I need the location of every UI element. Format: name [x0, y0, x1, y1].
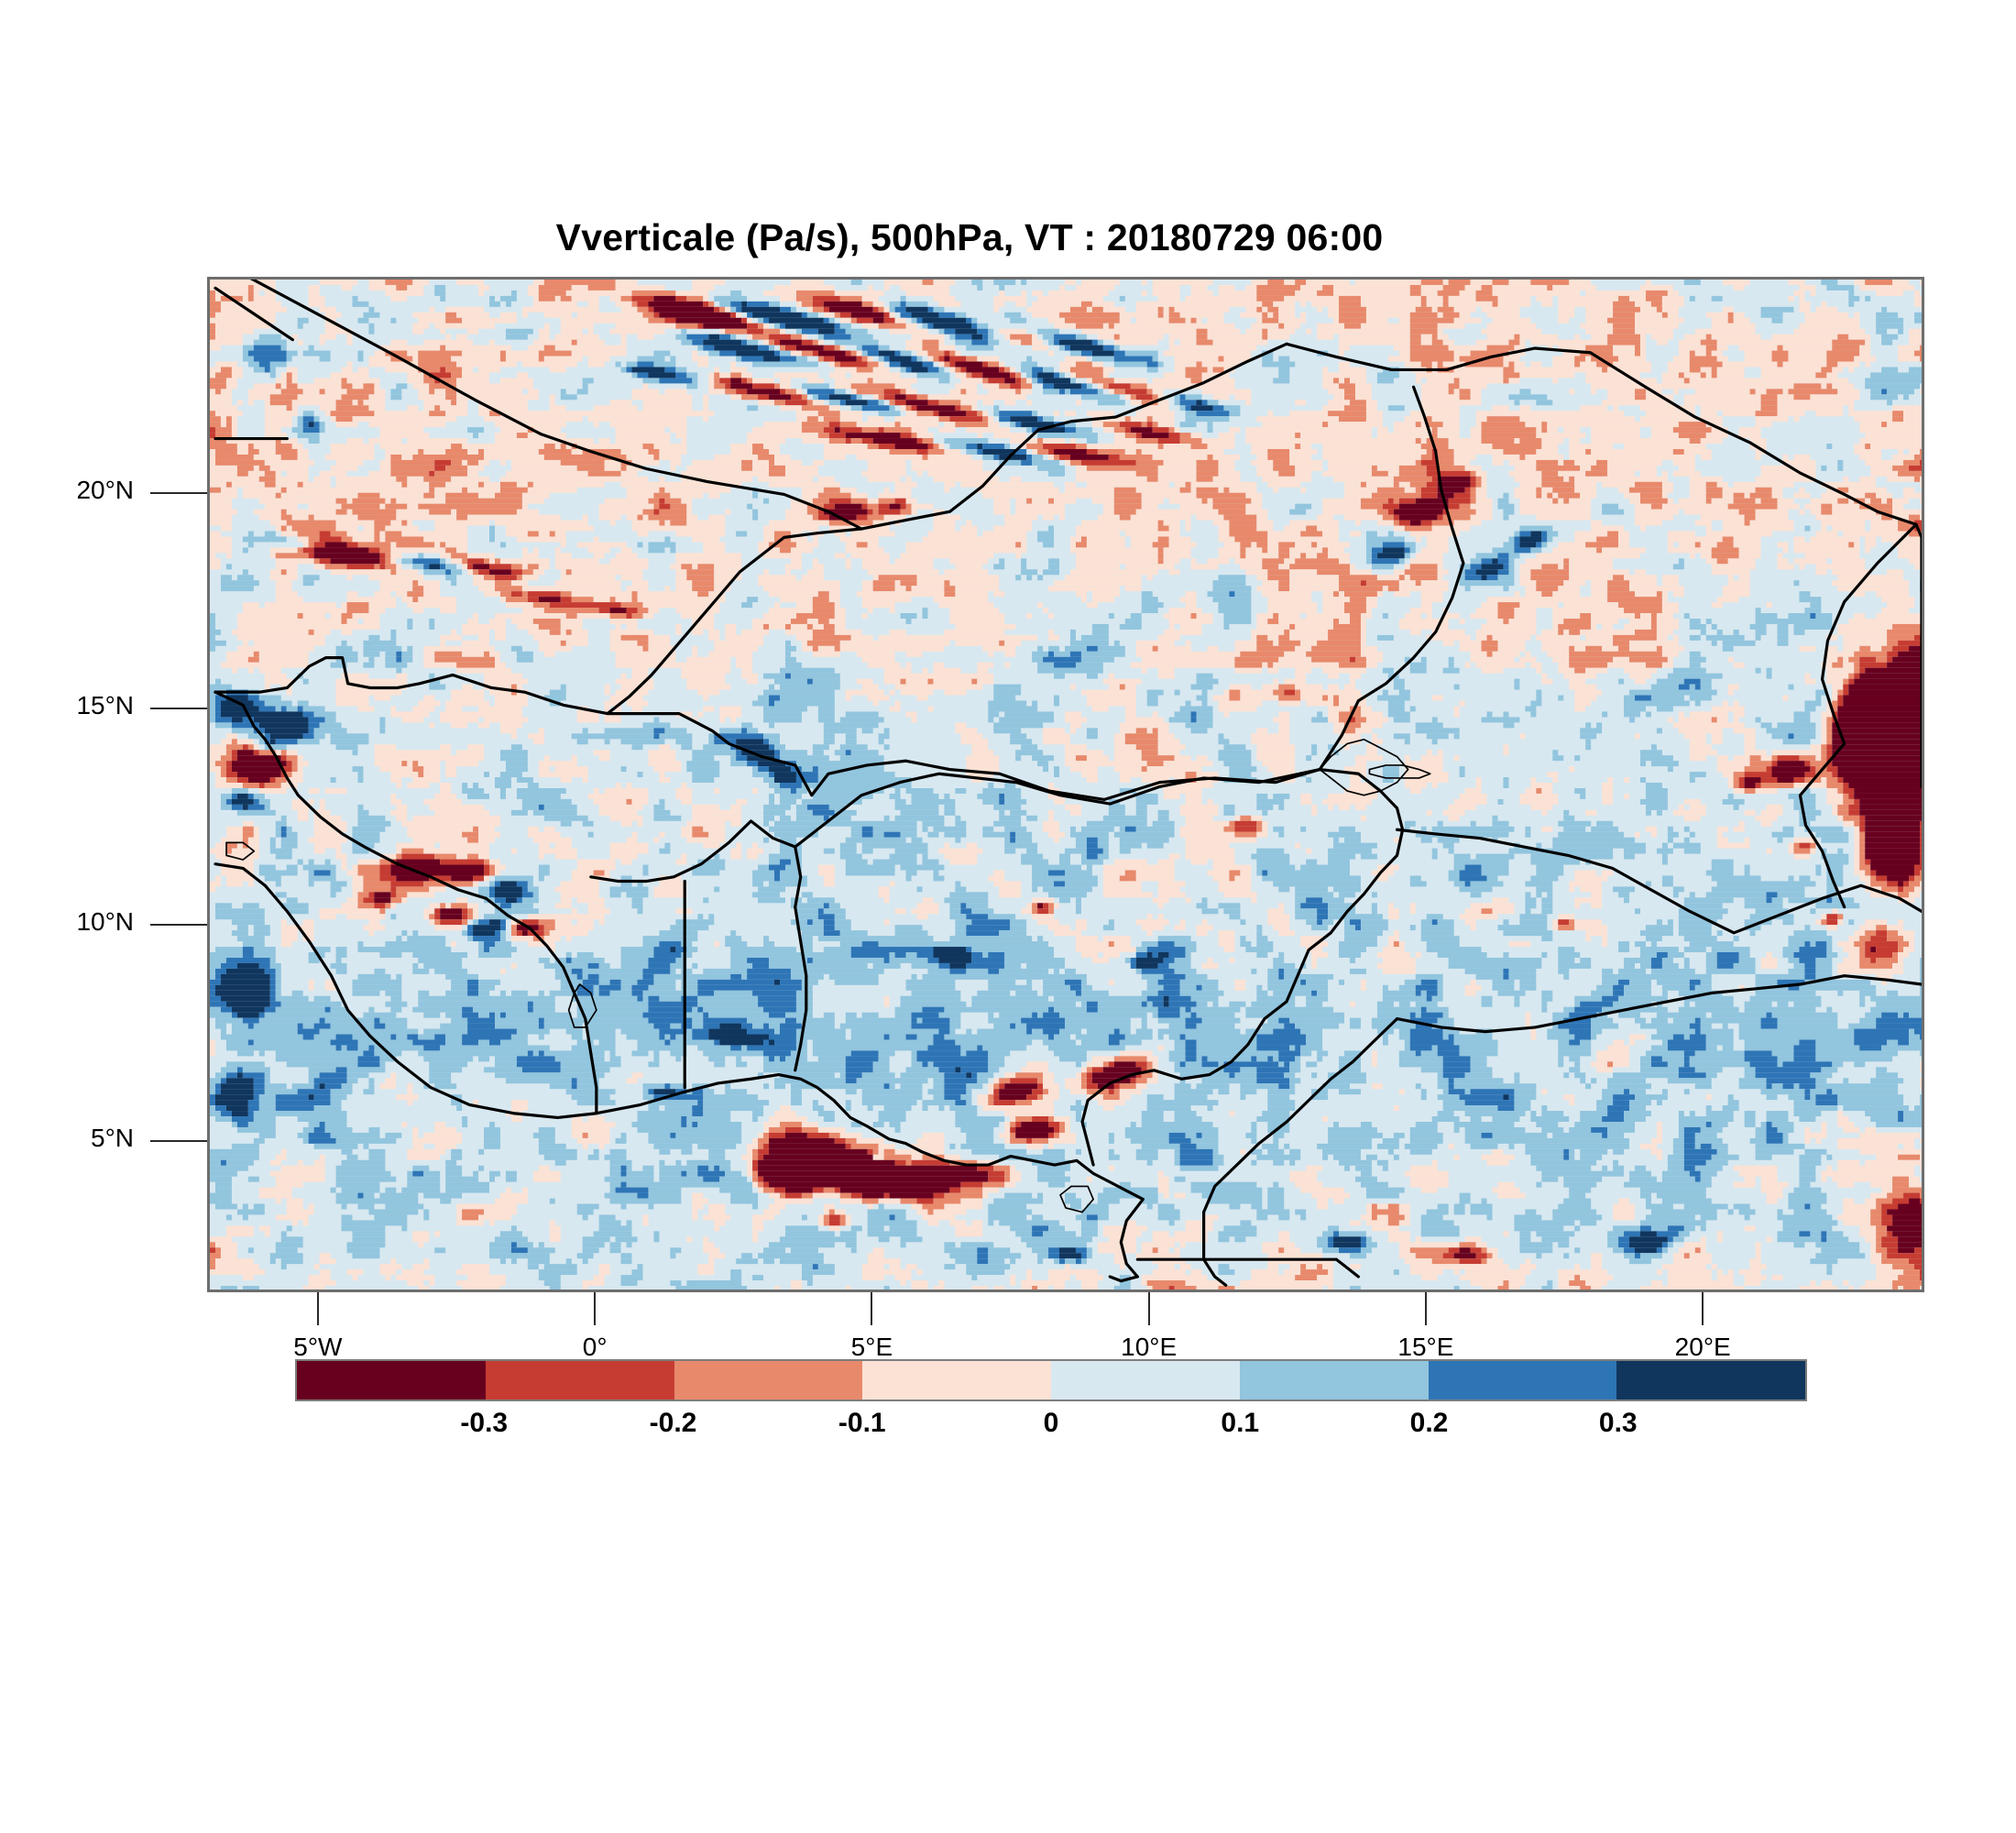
border-path-19 [1202, 1257, 1228, 1287]
x-tick-label-5: 20°E [1674, 1333, 1731, 1361]
country-borders [214, 280, 1922, 1287]
colorbar-band-0 [297, 1361, 486, 1399]
y-tick-label-1: 10°N [76, 907, 134, 937]
colorbar-band-2 [674, 1361, 863, 1399]
colorbar-band-5 [1239, 1361, 1429, 1399]
x-tick-5 [1702, 1292, 1704, 1325]
water-body-path-1 [1368, 764, 1431, 779]
colorbar-band-3 [862, 1361, 1051, 1399]
x-tick-label-4: 15°E [1397, 1333, 1454, 1361]
border-path-14 [1395, 828, 1922, 935]
border-path-21 [1318, 385, 1465, 772]
border-path-18 [1334, 1257, 1360, 1279]
border-path-1 [860, 342, 1288, 531]
x-tick-2 [871, 1292, 873, 1325]
border-path-20 [1798, 522, 1918, 909]
x-tick-label-1: 0° [582, 1333, 608, 1361]
colorbar-band-6 [1428, 1361, 1617, 1399]
colorbar-tick-label-6: 0.3 [1598, 1408, 1638, 1438]
border-path-4 [214, 656, 1321, 802]
border-path-12 [794, 767, 1321, 849]
colorbar-tick-label-0: -0.3 [460, 1408, 509, 1438]
y-tick-0 [150, 1139, 207, 1142]
x-tick-4 [1424, 1292, 1427, 1325]
colorbar-band-4 [1051, 1361, 1240, 1399]
y-tick-label-3: 20°N [76, 475, 134, 504]
border-path-2 [1285, 342, 1918, 526]
x-tick-label-0: 5°W [293, 1333, 343, 1361]
colorbar-band-7 [1616, 1361, 1805, 1399]
y-tick-label-2: 15°N [76, 691, 134, 720]
map-plot-area [207, 277, 1924, 1292]
lake-and-minor-borders [225, 738, 1431, 1213]
water-body-path-0 [1319, 738, 1409, 796]
border-path-5 [214, 690, 488, 900]
colorbar-tick-label-1: -0.2 [649, 1408, 697, 1438]
colorbar [295, 1359, 1807, 1401]
x-tick-3 [1147, 1292, 1150, 1325]
border-path-16 [1202, 1017, 1399, 1261]
x-tick-0 [316, 1292, 319, 1325]
y-tick-1 [150, 924, 207, 927]
colorbar-band-1 [485, 1361, 674, 1399]
border-path-0 [249, 280, 863, 531]
page-title: Vverticale (Pa/s), 500hPa, VT : 20180729… [0, 216, 2016, 259]
border-path-15 [1395, 974, 1922, 1034]
x-tick-label-2: 5°E [850, 1333, 893, 1361]
border-path-9 [484, 896, 598, 1115]
colorbar-tick-label-4: 0.1 [1221, 1408, 1260, 1438]
border-path-3 [1914, 522, 1922, 788]
border-path-10 [589, 819, 808, 1072]
vertical-velocity-heatmap [210, 280, 1922, 1290]
water-body-path-3 [225, 841, 256, 861]
water-body-path-4 [567, 983, 597, 1028]
border-path-8 [1108, 1275, 1139, 1283]
y-tick-label-0: 5°N [91, 1123, 134, 1152]
border-path-24 [214, 286, 295, 342]
y-tick-3 [150, 491, 207, 494]
border-path-22 [606, 527, 863, 716]
x-tick-1 [594, 1292, 597, 1325]
colorbar-tick-label-5: 0.2 [1409, 1408, 1449, 1438]
contour-field [210, 280, 1922, 1290]
x-tick-label-3: 10°E [1121, 1333, 1178, 1361]
border-path-6 [214, 862, 781, 1120]
y-tick-2 [150, 708, 207, 710]
colorbar-tick-label-3: 0 [1043, 1408, 1059, 1438]
page-title-text: Vverticale (Pa/s), 500hPa, VT : 20180729… [555, 216, 1384, 258]
water-body-path-2 [1059, 1185, 1094, 1213]
border-path-7 [777, 1072, 1145, 1279]
colorbar-tick-label-2: -0.1 [838, 1408, 886, 1438]
